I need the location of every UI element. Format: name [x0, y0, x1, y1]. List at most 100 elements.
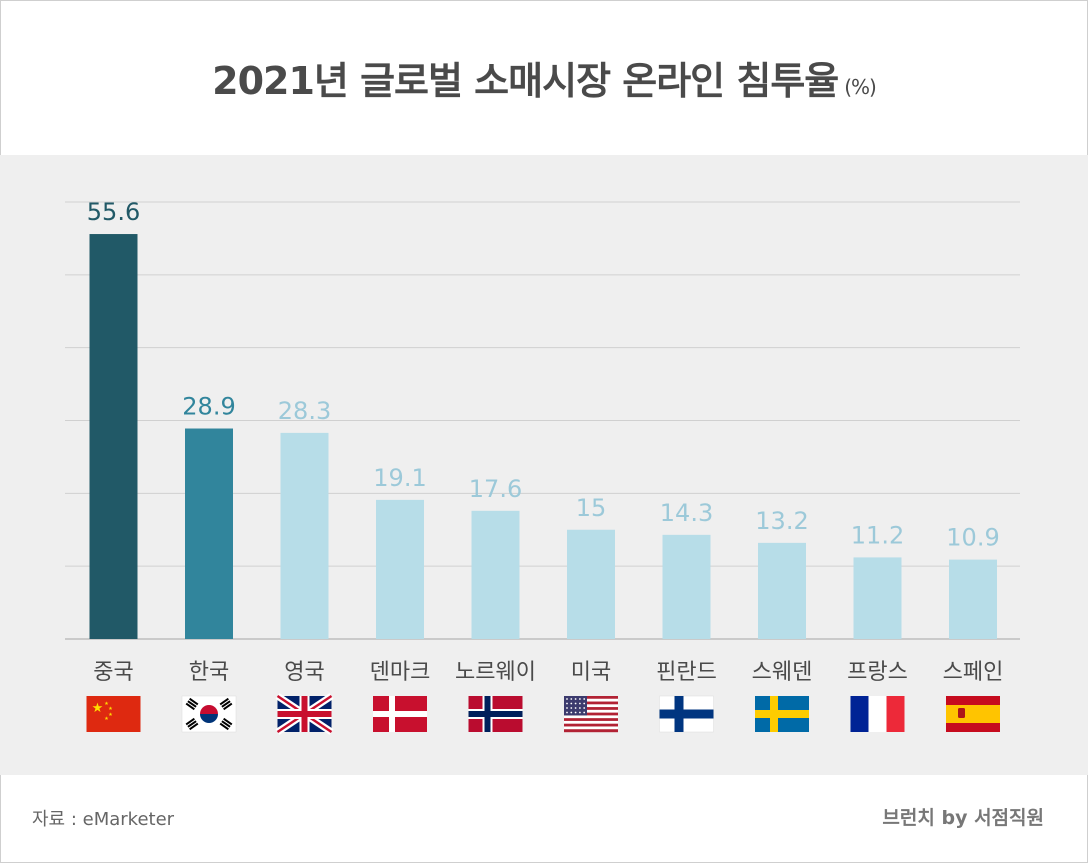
- flag-star: [570, 698, 573, 700]
- flag-trigram: [185, 717, 199, 731]
- flag-cross: [755, 710, 809, 718]
- flag-trigram-bar: [221, 700, 231, 708]
- flag-star: [583, 707, 586, 709]
- flag-star: [574, 711, 577, 714]
- flag-cross: [659, 709, 714, 719]
- flag-band-blue: [850, 696, 869, 732]
- bar-6: [567, 529, 615, 639]
- flag-trigram-bar: [185, 702, 195, 711]
- category-label-3: 영국: [284, 660, 324, 685]
- flag-star: [583, 698, 586, 700]
- spain-flag-icon: [946, 696, 1000, 732]
- flag-stripe: [564, 726, 618, 730]
- flag-band-red: [886, 696, 905, 732]
- flag-stripe: [564, 729, 618, 733]
- bar-10: [949, 559, 997, 639]
- bar-chart: 55.6중국★ ★★★★28.9한국28.3영국19.1덴마크17.6노르웨이15…: [65, 198, 1020, 735]
- flag-stripe: [564, 712, 618, 716]
- flag-trigram-bar: [219, 697, 229, 706]
- flag-star: ★: [108, 706, 113, 712]
- chart-title-unit: (%): [844, 75, 877, 99]
- flag-trigram: [219, 717, 233, 731]
- chart-panel: 55.6 중국 ★ ★ ★ ★ ★ 28.9 한국 28.3 영국 19.1 덴마크 17.6 노르웨이 15…: [0, 155, 1088, 775]
- flag-stripe: [564, 704, 618, 708]
- source-note: 자료 : eMarketer: [32, 809, 175, 830]
- value-label-3: 28.3: [278, 397, 331, 425]
- flag-band-white: [868, 696, 887, 732]
- value-label-8: 13.2: [755, 507, 808, 535]
- category-label-9: 프랑스: [847, 660, 908, 685]
- flag-stripe: [564, 720, 618, 724]
- bar-7: [662, 534, 711, 639]
- denmark-flag-icon: [373, 696, 427, 732]
- category-label-8: 스웨덴: [752, 660, 813, 685]
- flag-star: [574, 707, 577, 709]
- flag-star: [566, 698, 568, 700]
- flag-taeguk-blue: [200, 714, 218, 723]
- flag-trigram-bar: [189, 722, 199, 731]
- category-label-4: 덴마크: [370, 660, 431, 685]
- flag-trigram-bar: [187, 700, 197, 708]
- bar-3: [280, 432, 329, 639]
- sweden-flag-icon: [755, 696, 809, 732]
- flag-cross-red: [277, 711, 332, 717]
- flag-emblem: [958, 708, 965, 718]
- value-label-2: 28.9: [182, 393, 235, 421]
- flag-trigram-bar: [223, 717, 233, 726]
- value-label-10: 10.9: [946, 524, 999, 552]
- usa-flag-icon: [564, 696, 618, 733]
- flag-stripe: [564, 696, 618, 699]
- flag-stripe: [564, 723, 618, 727]
- flag-stripe: [564, 698, 618, 702]
- finland-flag-icon: [659, 695, 714, 733]
- bar-9: [853, 557, 902, 639]
- bar-2: [185, 428, 233, 639]
- flag-star: ★: [104, 716, 109, 722]
- flag-star: [570, 707, 573, 709]
- flag-stripe: [564, 709, 618, 713]
- flag-star: [570, 702, 573, 705]
- value-label-5: 17.6: [469, 475, 522, 503]
- category-label-2: 한국: [189, 660, 229, 685]
- flag-stripe: [564, 718, 618, 722]
- flag-star: [579, 707, 581, 709]
- brand-credit: 브런치 by 서점직원: [882, 807, 1044, 829]
- flag-trigram-bar: [221, 720, 231, 728]
- category-label-10: 스페인: [943, 660, 1004, 685]
- flag-star: [574, 698, 577, 700]
- category-label-1: 중국: [93, 660, 133, 685]
- flag-star: [566, 711, 568, 714]
- flag-trigram: [185, 697, 199, 711]
- flag-star: [583, 711, 586, 714]
- flag-star: ★: [108, 712, 113, 718]
- flag-stripe: [564, 701, 618, 705]
- flag-trigram-bar: [223, 702, 233, 711]
- flag-trigram: [219, 697, 233, 711]
- flag-canton: [564, 696, 587, 716]
- value-label-9: 11.2: [851, 521, 904, 549]
- value-label-7: 14.3: [660, 499, 713, 527]
- category-label-6: 미국: [571, 660, 611, 685]
- bar-1: [89, 234, 138, 639]
- flag-star: [579, 711, 581, 714]
- value-label-4: 19.1: [373, 464, 426, 492]
- flag-trigram-bar: [189, 697, 199, 706]
- korea-flag-icon: [181, 695, 237, 733]
- value-label-6: 15: [576, 494, 607, 522]
- category-label-5: 노르웨이: [455, 660, 536, 685]
- flag-star: [570, 711, 573, 714]
- flag-star: [566, 702, 568, 705]
- flag-cross: [373, 711, 427, 717]
- category-label-7: 핀란드: [656, 660, 717, 685]
- flag-star: [566, 707, 568, 709]
- bar-5: [471, 510, 520, 639]
- flag-star: ★: [92, 701, 104, 716]
- flag-stripe: [564, 707, 618, 711]
- bar-8: [758, 542, 806, 639]
- flag-cross-blue: [468, 711, 523, 717]
- flag-star: [583, 702, 586, 705]
- uk-flag-icon: [275, 693, 334, 735]
- bar-4: [376, 499, 424, 639]
- chart-title-text: 2021년 글로벌 소매시장 온라인 침투율: [212, 59, 839, 103]
- flag-star: [579, 702, 581, 705]
